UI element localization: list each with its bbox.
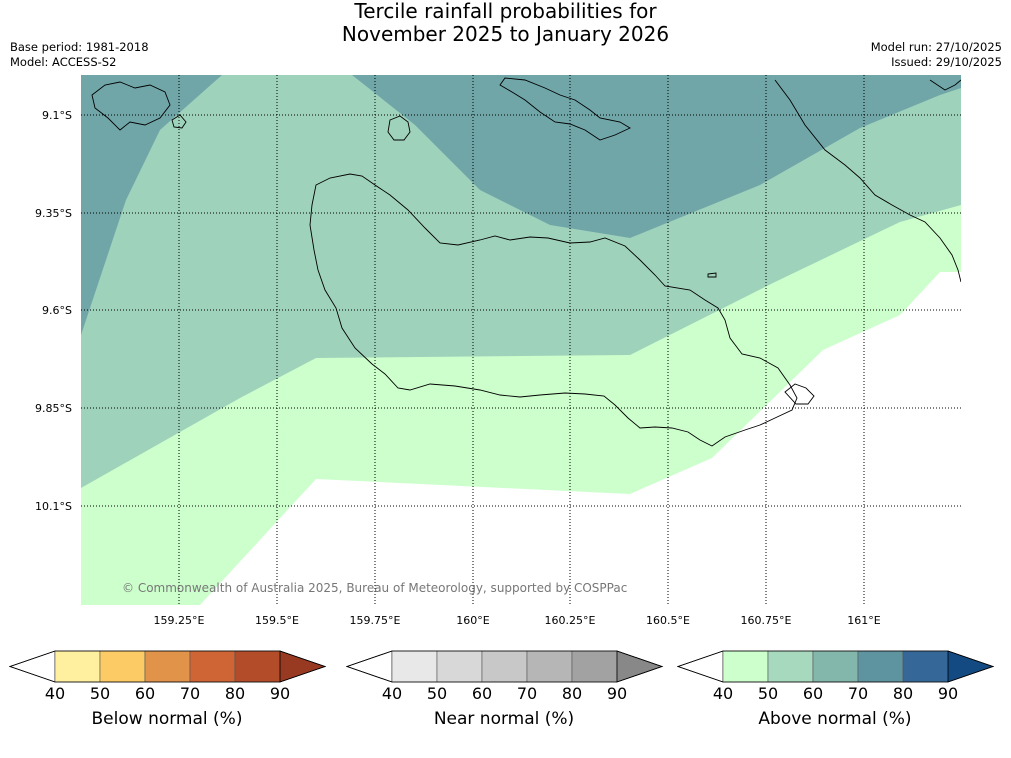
legend-below-normal: 40 50 60 70 80 90 bbox=[8, 650, 327, 703]
colorbar-extend-low bbox=[345, 650, 393, 683]
colorbar-tick-label: 50 bbox=[427, 684, 447, 703]
coast-islet bbox=[387, 115, 411, 141]
colorbar-tick-label: 90 bbox=[938, 684, 958, 703]
lon-label: 160°E bbox=[456, 614, 489, 627]
coast-small-island bbox=[171, 114, 187, 129]
lon-label: 159.75°E bbox=[350, 614, 401, 627]
lon-label: 160.5°E bbox=[646, 614, 690, 627]
lat-label: 9.6°S bbox=[42, 304, 72, 317]
lat-label: 9.85°S bbox=[35, 402, 72, 415]
colorbar-tick-label: 40 bbox=[713, 684, 733, 703]
title-line-2: November 2025 to January 2026 bbox=[341, 22, 670, 46]
colorbar-cell bbox=[99, 650, 146, 683]
coast-marau bbox=[784, 383, 815, 405]
title-line-1: Tercile rainfall probabilities for bbox=[354, 0, 657, 23]
colorbar-tick-label: 50 bbox=[90, 684, 110, 703]
colorbar-outline bbox=[676, 650, 995, 683]
lat-label: 9.1°S bbox=[42, 109, 72, 122]
colorbar-cell bbox=[144, 650, 191, 683]
colorbar-extend-high bbox=[947, 650, 995, 683]
model-run: Model run: 27/10/2025 bbox=[870, 40, 1002, 54]
colorbar-cell bbox=[436, 650, 483, 683]
base-period: Base period: 1981-2018 bbox=[10, 40, 149, 54]
meta-left: Base period: 1981-2018 Model: ACCESS-S2 bbox=[10, 40, 149, 70]
colorbar-tick-label: 40 bbox=[45, 684, 65, 703]
lon-label: 159.25°E bbox=[154, 614, 205, 627]
legend-near-normal: 40 50 60 70 80 90 bbox=[345, 650, 664, 703]
lon-label: 160.75°E bbox=[741, 614, 792, 627]
colorbar-tick-label: 50 bbox=[758, 684, 778, 703]
meta-right: Model run: 27/10/2025 Issued: 29/10/2025 bbox=[871, 40, 1002, 70]
colorbar-cell bbox=[857, 650, 904, 683]
legend-below-label: Below normal (%) bbox=[91, 709, 243, 729]
zone-above-70-north bbox=[352, 75, 961, 238]
lat-label: 10.1°S bbox=[35, 500, 72, 513]
latitude-labels: 9.1°S 9.35°S 9.6°S 9.85°S 10.1°S bbox=[35, 109, 72, 513]
colorbar-cell bbox=[54, 650, 101, 683]
colorbar-cell bbox=[571, 650, 618, 683]
legend-above-normal: 40 50 60 70 80 90 bbox=[676, 650, 995, 703]
lon-label: 160.25°E bbox=[545, 614, 596, 627]
colorbar-outline bbox=[8, 650, 327, 683]
colorbar-extend-high bbox=[279, 650, 327, 683]
coast-east-islet bbox=[707, 272, 717, 278]
colorbar-tick-label: 90 bbox=[607, 684, 627, 703]
colorbar-extend-high bbox=[616, 650, 664, 683]
copyright-notice: © Commonwealth of Australia 2025, Bureau… bbox=[122, 581, 627, 595]
coast-north-east bbox=[929, 79, 961, 91]
colorbar-cell bbox=[812, 650, 859, 683]
colorbar-tick-label: 60 bbox=[472, 684, 492, 703]
colorbar-cell bbox=[234, 650, 281, 683]
lat-label: 9.35°S bbox=[35, 207, 72, 220]
coast-florida-islands bbox=[499, 77, 631, 141]
issued-date: Issued: 29/10/2025 bbox=[891, 55, 1002, 69]
lon-label: 161°E bbox=[847, 614, 880, 627]
colorbar-cell bbox=[722, 650, 769, 683]
colorbar-tick-label: 80 bbox=[893, 684, 913, 703]
colorbar-tick-label: 60 bbox=[135, 684, 155, 703]
colorbar-tick-label: 40 bbox=[382, 684, 402, 703]
colorbar-extend-low bbox=[8, 650, 56, 683]
colorbar-cell bbox=[902, 650, 949, 683]
colorbar-cell bbox=[526, 650, 573, 683]
colorbar-cell bbox=[481, 650, 528, 683]
map-title: Tercile rainfall probabilities for Novem… bbox=[0, 0, 1011, 46]
lon-label: 159.5°E bbox=[255, 614, 299, 627]
colorbar-outline bbox=[345, 650, 664, 683]
legend-above-label: Above normal (%) bbox=[758, 709, 912, 729]
gridlines bbox=[81, 75, 961, 605]
colorbar-cell bbox=[189, 650, 236, 683]
colorbar-tick-label: 90 bbox=[270, 684, 290, 703]
colorbar-tick-label: 80 bbox=[225, 684, 245, 703]
model-name: Model: ACCESS-S2 bbox=[10, 55, 117, 69]
colorbar-tick-label: 60 bbox=[803, 684, 823, 703]
colorbar-tick-label: 70 bbox=[517, 684, 537, 703]
longitude-labels: 159.25°E 159.5°E 159.75°E 160°E 160.25°E… bbox=[154, 614, 881, 627]
coast-guadalcanal bbox=[309, 173, 798, 447]
coastline bbox=[91, 77, 961, 447]
colorbar-tick-label: 70 bbox=[848, 684, 868, 703]
legend-near-label: Near normal (%) bbox=[433, 709, 575, 729]
colorbar-extend-low bbox=[676, 650, 724, 683]
coast-savo-north bbox=[91, 81, 171, 131]
colorbar-cell bbox=[391, 650, 438, 683]
zone-above-70-west bbox=[81, 75, 222, 335]
map-area: © Commonwealth of Australia 2025, Bureau… bbox=[81, 75, 961, 605]
colorbar-tick-label: 70 bbox=[180, 684, 200, 703]
colorbar-cell bbox=[767, 650, 814, 683]
colorbar-tick-label: 80 bbox=[562, 684, 582, 703]
coast-malaita bbox=[774, 79, 961, 283]
